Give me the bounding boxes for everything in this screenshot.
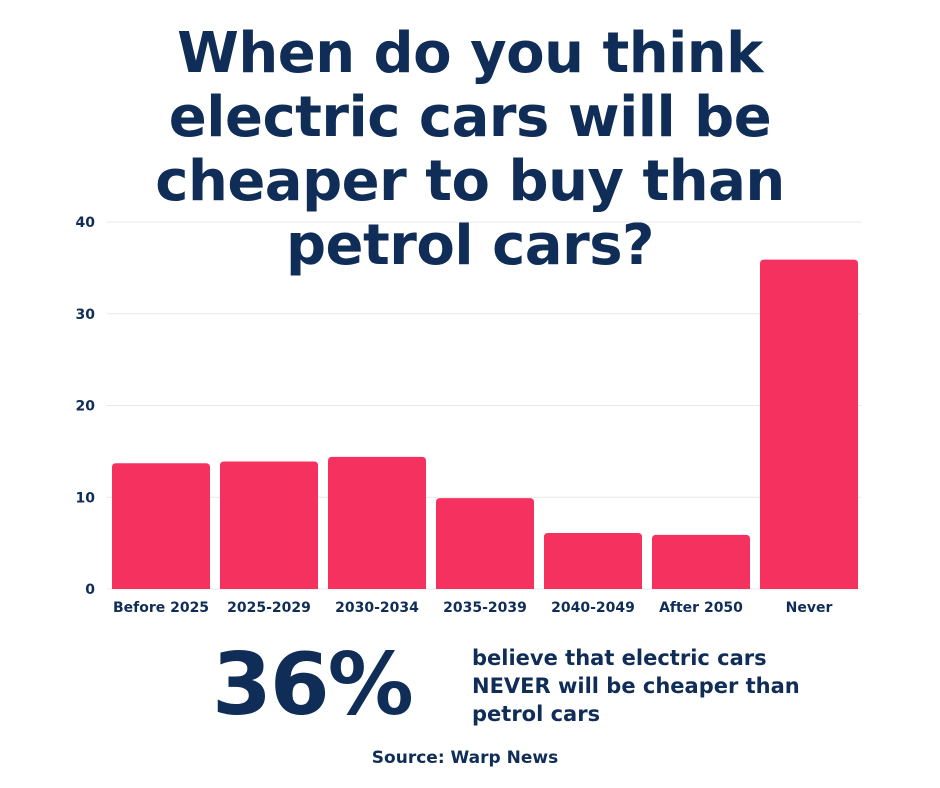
x-tick-label: Before 2025 xyxy=(113,600,209,616)
bar-2025-2029 xyxy=(220,461,318,589)
callout-text: believe that electric cars NEVER will be… xyxy=(472,646,800,726)
x-tick-label: Never xyxy=(786,600,833,616)
bar-2030-2034 xyxy=(328,456,426,589)
x-tick-label: 2030-2034 xyxy=(335,600,419,616)
x-tick-label: 2025-2029 xyxy=(227,600,311,616)
y-tick-label: 30 xyxy=(76,307,96,323)
y-tick-label: 0 xyxy=(85,582,95,598)
bar-never xyxy=(760,259,858,589)
x-tick-label: After 2050 xyxy=(659,600,743,616)
y-tick-label: 20 xyxy=(76,399,96,415)
bar-2040-2049 xyxy=(544,533,642,589)
bar-chart: 0 10 20 30 40 Before 2025 2025-2029 2030-2034 20… xyxy=(76,215,861,616)
x-tick-label: 2035-2039 xyxy=(443,600,527,616)
callout-number: 36% xyxy=(212,635,414,735)
y-tick-label: 10 xyxy=(76,490,96,506)
bar-2035-2039 xyxy=(436,498,534,589)
callout: 36% believe that electric cars NEVER wil… xyxy=(212,642,812,732)
chart-title: When do you think electric cars will be … xyxy=(155,21,785,278)
bar-before-2025 xyxy=(112,463,210,589)
y-tick-label: 40 xyxy=(76,215,96,231)
x-tick-label: 2040-2049 xyxy=(551,600,635,616)
bar-after-2050 xyxy=(652,534,750,589)
source-note: Source: Warp News xyxy=(371,748,559,768)
